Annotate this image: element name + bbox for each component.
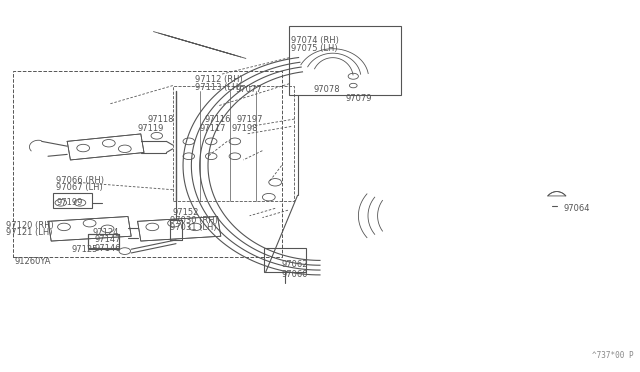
Bar	[264, 248, 306, 272]
Text: 97030 (RH): 97030 (RH)	[170, 216, 218, 225]
Polygon shape	[548, 192, 566, 196]
Bar	[88, 234, 119, 249]
Polygon shape	[138, 217, 221, 241]
Text: 97118: 97118	[147, 115, 173, 124]
Bar	[53, 193, 92, 208]
Bar	[173, 86, 294, 201]
Bar	[13, 71, 282, 257]
Bar	[289, 26, 401, 95]
Text: 97066 (RH): 97066 (RH)	[56, 176, 104, 185]
Text: 97146: 97146	[95, 244, 121, 253]
Text: ^737*00 P: ^737*00 P	[592, 351, 634, 360]
Text: 97124: 97124	[93, 228, 119, 237]
Text: 97116: 97116	[205, 115, 231, 124]
Text: 97060: 97060	[282, 270, 308, 279]
Text: 97064: 97064	[563, 204, 589, 213]
Text: 97077: 97077	[236, 85, 262, 94]
Polygon shape	[48, 217, 131, 241]
Text: 97117: 97117	[200, 124, 226, 133]
Text: 97062: 97062	[282, 260, 308, 269]
Text: 97078: 97078	[314, 85, 340, 94]
Text: 97198: 97198	[232, 124, 258, 133]
Text: 97112 (RH): 97112 (RH)	[195, 76, 243, 84]
Text: 97031 (LH): 97031 (LH)	[170, 223, 216, 232]
Text: 97119: 97119	[138, 124, 164, 133]
Text: 97152: 97152	[173, 208, 199, 217]
Text: 97113 (LH): 97113 (LH)	[195, 83, 242, 92]
Polygon shape	[67, 134, 144, 160]
Bar	[88, 234, 119, 248]
Text: 97199: 97199	[56, 198, 83, 207]
Text: 97147: 97147	[95, 235, 121, 244]
Text: 97074 (RH): 97074 (RH)	[291, 36, 339, 45]
Text: 97120 (RH): 97120 (RH)	[6, 221, 54, 230]
Text: 97075 (LH): 97075 (LH)	[291, 44, 338, 53]
Text: 97121 (LH): 97121 (LH)	[6, 228, 53, 237]
Text: 97079: 97079	[346, 94, 372, 103]
Text: 97125: 97125	[72, 245, 98, 254]
Text: 97197: 97197	[237, 115, 263, 124]
Text: 97067 (LH): 97067 (LH)	[56, 183, 103, 192]
Text: 91260YA: 91260YA	[14, 257, 51, 266]
